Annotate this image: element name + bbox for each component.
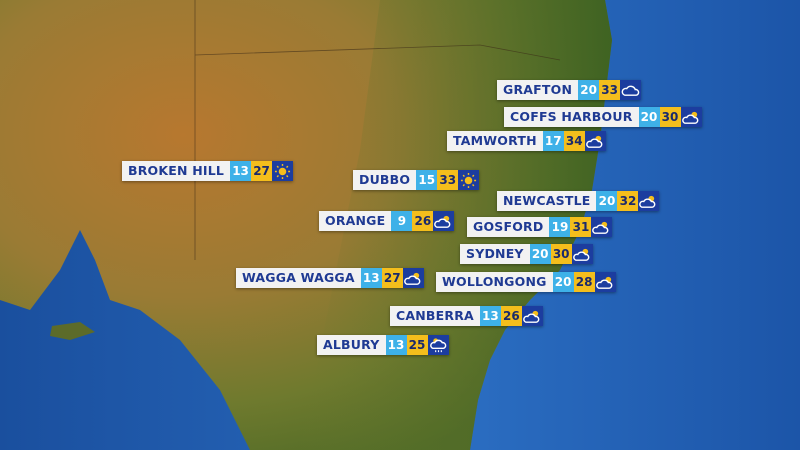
max-temp: 30 xyxy=(550,244,572,264)
city-name: WAGGA WAGGA xyxy=(236,268,361,288)
city-label-sydney: SYDNEY 20 30 xyxy=(460,244,593,264)
max-temp: 27 xyxy=(251,161,273,181)
city-label-tamworth: TAMWORTH 17 34 xyxy=(447,131,606,151)
max-temp: 26 xyxy=(412,211,434,231)
city-label-grafton: GRAFTON 20 33 xyxy=(497,80,642,100)
city-name: ORANGE xyxy=(319,211,392,231)
max-temp: 30 xyxy=(659,107,681,127)
city-label-albury: ALBURY 13 25 xyxy=(317,335,449,355)
max-temp: 31 xyxy=(570,217,592,237)
max-temp: 33 xyxy=(599,80,621,100)
sunny-icon xyxy=(272,161,294,181)
city-name: CANBERRA xyxy=(390,306,480,326)
min-temp: 20 xyxy=(552,272,574,292)
partly-cloudy-icon xyxy=(433,211,455,231)
city-name: SYDNEY xyxy=(460,244,530,264)
city-label-gosford: GOSFORD 19 31 xyxy=(467,217,613,237)
city-name: ALBURY xyxy=(317,335,386,355)
city-name: GOSFORD xyxy=(467,217,550,237)
partly-cloudy-icon xyxy=(571,244,593,264)
min-temp: 20 xyxy=(529,244,551,264)
max-temp: 33 xyxy=(437,170,459,190)
partly-cloudy-icon xyxy=(521,306,543,326)
partly-cloudy-icon xyxy=(594,272,616,292)
min-temp: 13 xyxy=(360,268,382,288)
min-temp: 13 xyxy=(230,161,252,181)
city-name: DUBBO xyxy=(353,170,417,190)
city-name: WOLLONGONG xyxy=(436,272,553,292)
city-label-orange: ORANGE 9 26 xyxy=(319,211,455,231)
max-temp: 26 xyxy=(500,306,522,326)
min-temp: 20 xyxy=(638,107,660,127)
min-temp: 13 xyxy=(385,335,407,355)
min-temp: 17 xyxy=(542,131,564,151)
max-temp: 32 xyxy=(617,191,639,211)
min-temp: 19 xyxy=(549,217,571,237)
partly-cloudy-icon xyxy=(638,191,660,211)
min-temp: 13 xyxy=(479,306,501,326)
max-temp: 27 xyxy=(381,268,403,288)
min-temp: 15 xyxy=(416,170,438,190)
state-border xyxy=(194,0,561,260)
city-name: TAMWORTH xyxy=(447,131,543,151)
city-name: GRAFTON xyxy=(497,80,579,100)
max-temp: 25 xyxy=(406,335,428,355)
city-label-canberra: CANBERRA 13 26 xyxy=(390,306,543,326)
partly-cloudy-icon xyxy=(584,131,606,151)
city-label-wollongong: WOLLONGONG 20 28 xyxy=(436,272,616,292)
sunny-icon xyxy=(458,170,480,190)
city-name: COFFS HARBOUR xyxy=(504,107,639,127)
partly-cloudy-icon xyxy=(402,268,424,288)
city-name: NEWCASTLE xyxy=(497,191,597,211)
max-temp: 28 xyxy=(573,272,595,292)
city-label-broken-hill: BROKEN HILL 13 27 xyxy=(122,161,294,181)
city-label-coffs-harbour: COFFS HARBOUR 20 30 xyxy=(504,107,702,127)
partly-cloudy-icon xyxy=(591,217,613,237)
city-label-dubbo: DUBBO 15 33 xyxy=(353,170,480,190)
min-temp: 20 xyxy=(596,191,618,211)
min-temp: 9 xyxy=(391,211,413,231)
city-name: BROKEN HILL xyxy=(122,161,231,181)
min-temp: 20 xyxy=(578,80,600,100)
max-temp: 34 xyxy=(563,131,585,151)
city-label-wagga-wagga: WAGGA WAGGA 13 27 xyxy=(236,268,424,288)
city-label-newcastle: NEWCASTLE 20 32 xyxy=(497,191,660,211)
cloudy-icon xyxy=(620,80,642,100)
partly-cloudy-icon xyxy=(680,107,702,127)
island xyxy=(50,322,95,340)
shower-icon xyxy=(427,335,449,355)
